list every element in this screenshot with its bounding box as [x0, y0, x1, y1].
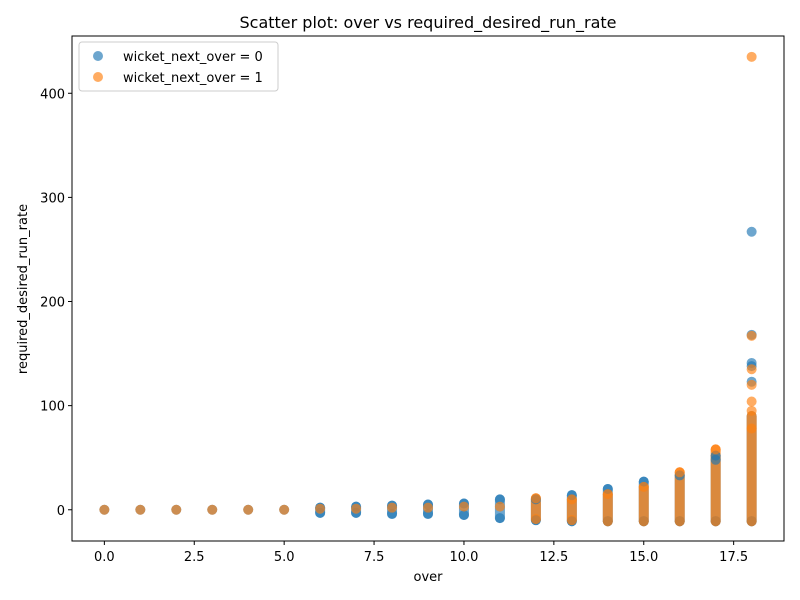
x-tick-label: 0.0 — [94, 550, 115, 565]
data-point — [710, 444, 721, 455]
data-point — [458, 501, 469, 512]
data-point — [315, 503, 326, 514]
data-point — [494, 513, 505, 524]
legend: wicket_next_over = 0 wicket_next_over = … — [78, 41, 279, 92]
data-point — [746, 226, 757, 237]
data-point — [566, 515, 577, 526]
x-tick-label: 2.5 — [184, 550, 205, 565]
x-axis-label: over — [414, 570, 444, 585]
legend-marker-series-1 — [93, 72, 103, 82]
data-points — [99, 51, 757, 527]
legend-label-series-1: wicket_next_over = 1 — [123, 71, 263, 86]
x-tick-label: 17.5 — [719, 550, 748, 565]
y-tick-label: 200 — [40, 296, 65, 311]
y-tick-label: 100 — [40, 400, 65, 415]
data-point — [674, 516, 685, 527]
data-point — [566, 494, 577, 505]
data-point — [530, 493, 541, 504]
data-point — [530, 514, 541, 525]
data-point — [279, 504, 290, 515]
data-point — [746, 379, 757, 390]
x-tick-label: 10.0 — [449, 550, 478, 565]
data-point — [746, 396, 757, 407]
x-tick-label: 5.0 — [274, 550, 295, 565]
y-tick-label: 300 — [40, 191, 65, 206]
y-axis-label: required_desired_run_rate — [16, 204, 31, 374]
data-point — [746, 405, 757, 416]
data-point — [387, 502, 398, 513]
data-point — [746, 364, 757, 375]
data-point — [494, 494, 505, 505]
data-point — [602, 516, 613, 527]
data-point — [243, 504, 254, 515]
data-point — [638, 516, 649, 527]
data-point — [494, 501, 505, 512]
data-point — [746, 423, 757, 434]
x-tick-label: 7.5 — [364, 550, 385, 565]
y-axis-ticks: 0 100 200 300 400 — [40, 87, 72, 519]
data-point — [602, 489, 613, 500]
y-tick-label: 400 — [40, 87, 65, 102]
column-series-1 — [674, 467, 685, 527]
data-point — [207, 504, 218, 515]
x-tick-label: 12.5 — [539, 550, 568, 565]
plot-frame — [71, 35, 785, 542]
column-series-1 — [710, 444, 721, 527]
x-axis-ticks: 0.0 2.5 5.0 7.5 10.0 12.5 15.0 17.5 — [94, 541, 748, 565]
column-series-1 — [746, 411, 757, 527]
data-point — [746, 516, 757, 527]
legend-marker-series-0 — [93, 51, 103, 61]
data-point — [458, 509, 469, 520]
legend-box — [78, 41, 279, 92]
data-point — [710, 516, 721, 527]
data-point — [351, 503, 362, 514]
column-series-1 — [638, 481, 649, 527]
x-tick-label: 15.0 — [629, 550, 658, 565]
data-point — [746, 51, 757, 62]
data-point — [638, 481, 649, 492]
y-tick-label: 0 — [57, 504, 65, 519]
data-point — [135, 504, 146, 515]
data-point — [423, 502, 433, 513]
data-point — [99, 504, 110, 515]
data-point — [674, 467, 685, 478]
data-point — [746, 330, 757, 341]
data-point — [171, 504, 182, 515]
legend-label-series-0: wicket_next_over = 0 — [123, 50, 263, 65]
plot-area — [72, 36, 784, 541]
chart-title: Scatter plot: over vs required_desired_r… — [239, 13, 616, 33]
